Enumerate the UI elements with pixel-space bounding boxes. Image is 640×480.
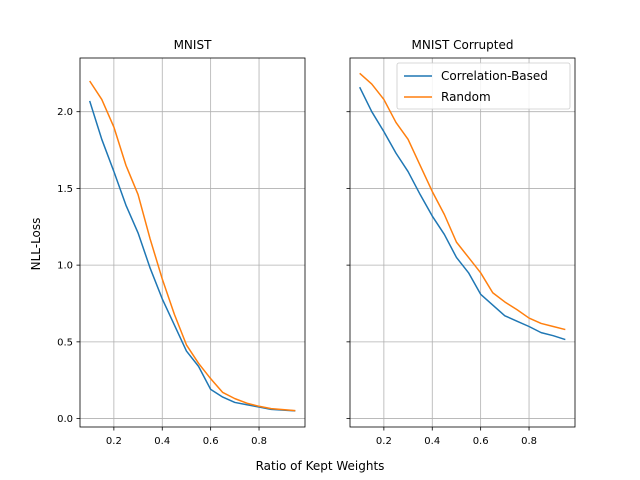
figure-x-axis-label: Ratio of Kept Weights: [256, 459, 385, 473]
x-tick-label: 0.6: [473, 436, 489, 447]
series-line-random: [359, 72, 566, 331]
y-tick-label: 2.0: [57, 107, 73, 118]
figure-y-axis-label: NLL-Loss: [29, 218, 43, 271]
subplot-title: MNIST Corrupted: [412, 38, 514, 52]
y-tick-label: 1.0: [57, 261, 73, 272]
x-tick-label: 0.8: [521, 436, 537, 447]
subplot-mnist-corrupted: 0.2 0.4 0.6 0.8 MNIST Corrupted Correlation-B…: [346, 38, 576, 447]
legend-label: Correlation-Based: [441, 69, 548, 83]
series-group: [88, 80, 296, 412]
x-tick-label: 0.8: [251, 436, 267, 447]
y-tick-label: 1.5: [57, 184, 73, 195]
subplot-mnist: 0.2 0.4 0.6 0.8 0.0 0.5 1.0 1.5 2.0 MNIST: [57, 38, 306, 447]
series-group: [359, 72, 566, 341]
axes-frame: [349, 57, 576, 428]
subplot-title: MNIST: [174, 38, 212, 52]
x-tick-label: 0.2: [106, 436, 122, 447]
y-tick-label: 0.5: [57, 337, 73, 348]
axes-frame: [79, 57, 306, 428]
x-tick-label: 0.6: [203, 436, 219, 447]
legend-label: Random: [441, 90, 491, 104]
x-tick-label: 0.2: [376, 436, 392, 447]
x-tick-label: 0.4: [154, 436, 170, 447]
series-line-random: [89, 80, 296, 412]
y-tick-label: 0.0: [57, 414, 73, 425]
legend: Correlation-Based Random: [396, 62, 571, 110]
x-tick-label: 0.4: [424, 436, 440, 447]
series-line-correlation-based: [359, 86, 566, 341]
legend-box: [396, 62, 571, 110]
